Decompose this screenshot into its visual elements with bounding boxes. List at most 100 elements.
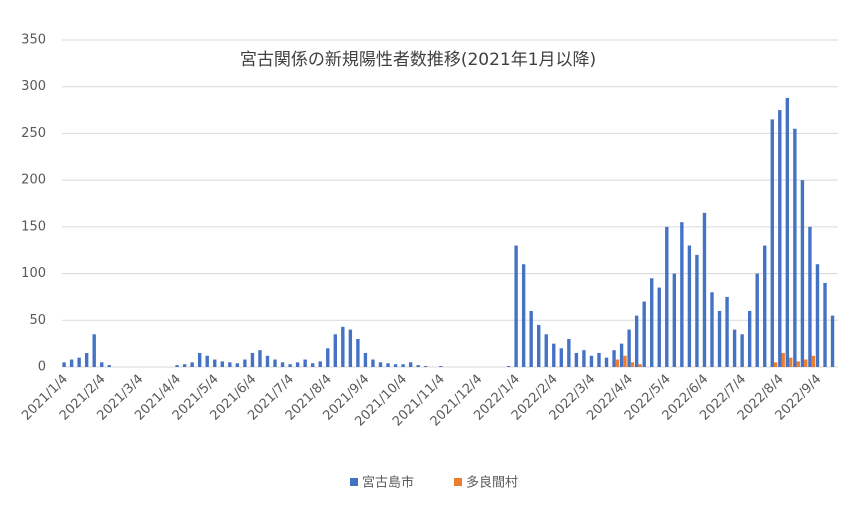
bar xyxy=(333,334,337,367)
bar xyxy=(220,361,224,367)
bar xyxy=(597,352,601,367)
bar xyxy=(521,264,526,367)
bar xyxy=(710,292,714,367)
bar xyxy=(623,355,627,367)
bar xyxy=(258,350,262,367)
bar xyxy=(424,366,428,367)
bar xyxy=(295,362,300,367)
bar xyxy=(506,366,511,367)
bar xyxy=(393,364,398,367)
bar xyxy=(401,364,405,367)
bar xyxy=(197,352,202,367)
bar xyxy=(250,352,255,367)
bar xyxy=(544,334,548,367)
bar xyxy=(732,329,737,367)
bar xyxy=(310,363,315,367)
bar xyxy=(800,180,805,367)
bar xyxy=(92,334,96,367)
bar xyxy=(326,348,330,367)
bar xyxy=(830,315,835,367)
bar xyxy=(680,222,684,367)
bar xyxy=(356,338,360,367)
bar xyxy=(552,343,556,367)
bar xyxy=(815,264,820,367)
bar xyxy=(205,355,209,367)
bar xyxy=(796,361,800,367)
bar xyxy=(789,357,793,367)
y-tick-label: 150 xyxy=(21,219,46,234)
bar xyxy=(175,365,179,367)
bar xyxy=(642,301,646,367)
legend-label: 多良間村 xyxy=(466,475,518,491)
legend-swatch xyxy=(454,478,462,486)
bar xyxy=(567,338,571,367)
bar xyxy=(763,245,767,367)
bar xyxy=(695,254,699,367)
bar xyxy=(341,326,345,367)
bar xyxy=(416,365,420,367)
bar xyxy=(288,364,292,367)
bar xyxy=(773,362,778,367)
bar xyxy=(811,355,816,367)
y-tick-label: 300 xyxy=(21,79,46,94)
bar xyxy=(823,282,827,367)
bar xyxy=(778,110,782,368)
bar xyxy=(785,97,790,367)
bar xyxy=(100,362,104,367)
bar xyxy=(182,364,187,367)
bar xyxy=(740,334,744,367)
bar xyxy=(439,366,443,367)
bar xyxy=(378,362,383,367)
y-tick-label: 350 xyxy=(21,33,46,48)
chart-title: 宮古関係の新規陽性者数推移(2021年1月以降) xyxy=(240,50,596,70)
bar xyxy=(582,350,586,367)
bar xyxy=(386,363,390,367)
y-tick-label: 50 xyxy=(29,313,46,328)
bar xyxy=(589,355,594,367)
bar xyxy=(650,278,654,367)
bar xyxy=(619,343,624,367)
bar xyxy=(318,361,322,367)
bar xyxy=(612,350,616,367)
y-tick-label: 0 xyxy=(38,360,46,375)
bar xyxy=(687,245,692,367)
bar xyxy=(408,362,413,367)
bar xyxy=(84,352,89,367)
y-tick-label: 250 xyxy=(21,126,46,141)
bar xyxy=(371,359,375,367)
bar xyxy=(804,359,808,367)
y-tick-label: 100 xyxy=(21,266,46,281)
bar xyxy=(529,310,533,367)
bar xyxy=(781,352,785,367)
bar xyxy=(627,329,631,367)
bar xyxy=(604,357,609,367)
bar xyxy=(638,364,642,367)
bar xyxy=(702,212,707,367)
bar xyxy=(243,359,247,367)
bar xyxy=(213,359,217,367)
bar xyxy=(634,315,639,367)
bar xyxy=(559,348,564,367)
bar xyxy=(303,359,307,367)
bar xyxy=(615,359,620,367)
bar xyxy=(657,287,661,367)
bar xyxy=(514,245,518,367)
y-tick-label: 200 xyxy=(21,173,46,188)
bar xyxy=(363,352,368,367)
legend-label: 宮古島市 xyxy=(362,475,414,491)
bar xyxy=(265,355,270,367)
bar xyxy=(808,226,812,367)
bar xyxy=(793,128,797,367)
bar xyxy=(77,357,81,367)
bar xyxy=(770,119,774,368)
legend-swatch xyxy=(350,478,358,486)
bar xyxy=(537,324,541,367)
bar xyxy=(228,362,232,367)
bar xyxy=(62,362,66,367)
bar xyxy=(280,362,285,367)
bar xyxy=(190,362,194,367)
bar xyxy=(672,273,677,367)
bar xyxy=(107,365,111,367)
